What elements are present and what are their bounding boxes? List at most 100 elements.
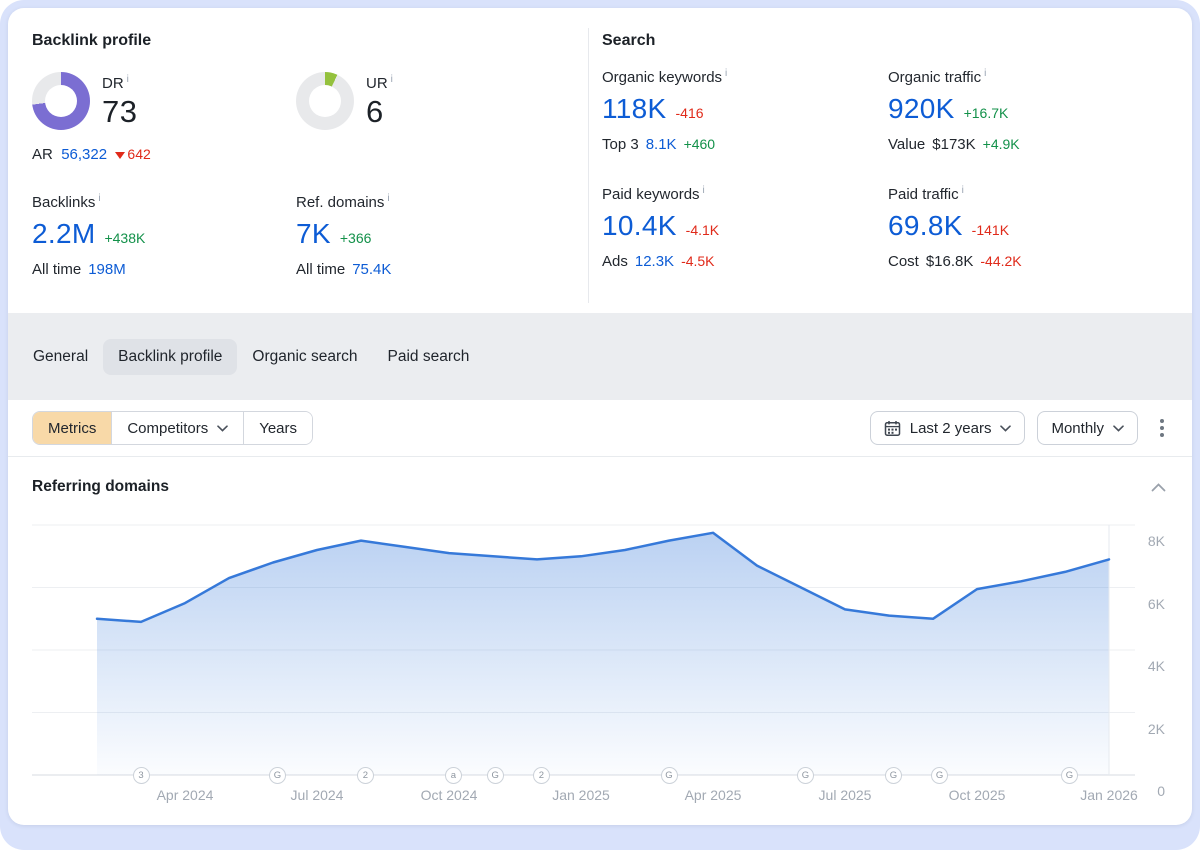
site-overview-card: Backlink profile DR i 73 AR <box>8 8 1192 825</box>
x-axis-tick-label: Jan 2026 <box>1080 787 1138 803</box>
cost-amount: $16.8K <box>925 253 974 270</box>
chevron-down-icon <box>1000 424 1012 432</box>
ur-value: 6 <box>366 94 384 129</box>
timeline-event-marker[interactable]: G <box>884 767 902 784</box>
ads-value[interactable]: 12.3K <box>634 253 675 270</box>
value-delta: +4.9K <box>982 136 1020 152</box>
paid-traffic-stat: Paid traffic i 69.8K -141K Cost $16.8K -4… <box>888 185 1022 270</box>
timeline-event-marker[interactable]: a <box>444 767 462 784</box>
info-icon[interactable]: i <box>126 74 129 85</box>
info-icon[interactable]: i <box>984 68 987 79</box>
referring-domains-section: Referring domains 8K 6K 4K 2K 0 Apr 2024 Jul 2… <box>8 457 1192 825</box>
competitors-segment[interactable]: Competitors <box>111 412 244 444</box>
backlink-profile-title: Backlink profile <box>32 32 152 49</box>
x-axis-tick-label: Jul 2024 <box>290 787 344 803</box>
timeline-event-marker[interactable]: G <box>660 767 678 784</box>
ar-value[interactable]: 56,322 <box>61 146 108 163</box>
paid-keywords-value[interactable]: 10.4K <box>602 210 677 241</box>
organic-keywords-value[interactable]: 118K <box>602 93 667 124</box>
dr-value: 73 <box>102 94 138 129</box>
timeline-event-marker[interactable]: G <box>796 767 814 784</box>
triangle-down-icon <box>115 152 126 159</box>
referring-domains-chart[interactable]: 8K 6K 4K 2K 0 Apr 2024 Jul 2024 Oct 2024 Jan 202… <box>8 457 1192 825</box>
value-amount: $173K <box>932 136 976 153</box>
ads-label: Ads <box>602 253 628 270</box>
info-icon[interactable]: i <box>725 68 728 79</box>
value-label: Value <box>888 136 926 153</box>
info-icon[interactable]: i <box>390 74 393 85</box>
cost-label: Cost <box>888 253 919 270</box>
organic-traffic-delta: +16.7K <box>963 105 1009 121</box>
y-axis-tick-label: 2K <box>1147 720 1165 737</box>
years-segment[interactable]: Years <box>243 412 313 444</box>
calendar-icon <box>884 420 900 436</box>
timeline-event-marker[interactable]: G <box>1060 767 1078 784</box>
report-tabs: General Backlink profile Organic search … <box>8 313 1192 400</box>
paid-keywords-delta: -4.1K <box>685 222 720 238</box>
y-axis-tick-label: 8K <box>1147 533 1165 549</box>
info-icon[interactable]: i <box>387 193 390 204</box>
info-icon[interactable]: i <box>98 193 101 204</box>
tab-organic-search[interactable]: Organic search <box>252 347 358 365</box>
x-axis-tick-label: Jul 2025 <box>818 787 872 803</box>
top3-value[interactable]: 8.1K <box>645 136 677 153</box>
x-axis-tick-label: Jan 2025 <box>552 787 610 803</box>
backlinks-stat: Backlinks i 2.2M +438K All time 198M <box>32 193 296 278</box>
dr-block: DR i 73 AR 56,322 642 <box>32 72 296 163</box>
ref-domains-all-time-value[interactable]: 75.4K <box>352 261 392 278</box>
search-panel: Search Organic keywords i 118K -416 Top 3… <box>588 8 1192 313</box>
info-icon[interactable]: i <box>961 185 964 196</box>
view-segmented-control: Metrics Competitors Years <box>32 411 314 445</box>
tab-backlink-profile[interactable]: Backlink profile <box>103 338 238 375</box>
backlink-profile-panel: Backlink profile DR i 73 AR <box>8 8 588 313</box>
cost-delta: -44.2K <box>980 253 1022 269</box>
ar-label: AR <box>32 146 53 163</box>
stats-section: Backlink profile DR i 73 AR <box>8 8 1192 313</box>
ref-domains-label: Ref. domains i <box>296 193 390 211</box>
timeline-event-marker[interactable]: 2 <box>356 767 374 784</box>
timeline-event-marker[interactable]: G <box>268 767 286 784</box>
x-axis-tick-label: Apr 2024 <box>156 787 214 803</box>
metrics-segment[interactable]: Metrics <box>33 412 112 444</box>
timeline-event-marker[interactable]: 3 <box>132 767 150 784</box>
tab-paid-search[interactable]: Paid search <box>387 347 470 365</box>
search-title: Search <box>602 32 656 49</box>
ref-domains-delta: +366 <box>339 230 372 246</box>
info-icon[interactable]: i <box>702 185 705 196</box>
date-range-button[interactable]: Last 2 years <box>869 411 1026 445</box>
organic-traffic-value[interactable]: 920K <box>888 93 955 124</box>
ur-donut-chart <box>296 72 354 130</box>
all-time-label: All time <box>296 261 346 278</box>
paid-traffic-value[interactable]: 69.8K <box>888 210 963 241</box>
collapse-chevron-up-icon[interactable] <box>1151 482 1166 492</box>
chart-controls-row: Metrics Competitors Years Last 2 years M… <box>8 400 1192 457</box>
tab-general[interactable]: General <box>33 347 89 365</box>
timeline-event-marker[interactable]: G <box>931 767 949 784</box>
x-axis-tick-label: Oct 2025 <box>948 787 1006 803</box>
organic-keywords-delta: -416 <box>675 105 704 121</box>
backlinks-value[interactable]: 2.2M <box>32 218 96 249</box>
more-options-kebab-menu[interactable] <box>1154 413 1170 443</box>
ads-delta: -4.5K <box>681 253 715 269</box>
all-time-label: All time <box>32 261 82 278</box>
chart-title: Referring domains <box>32 478 169 495</box>
x-axis-tick-label: Apr 2025 <box>684 787 742 803</box>
backlinks-label: Backlinks i <box>32 193 101 211</box>
ref-domains-value[interactable]: 7K <box>296 218 331 249</box>
ar-row: AR 56,322 642 <box>32 146 296 163</box>
section-divider <box>588 28 589 303</box>
backlinks-all-time-value[interactable]: 198M <box>88 261 126 278</box>
ar-delta: 642 <box>127 146 151 162</box>
granularity-button[interactable]: Monthly <box>1037 411 1138 445</box>
timeline-event-marker[interactable]: 2 <box>532 767 550 784</box>
ref-domains-stat: Ref. domains i 7K +366 All time 75.4K <box>296 193 588 278</box>
organic-traffic-stat: Organic traffic i 920K +16.7K Value $173K… <box>888 68 1020 153</box>
paid-traffic-delta: -141K <box>971 222 1010 238</box>
x-axis-tick-label: Oct 2024 <box>420 787 478 803</box>
backlinks-delta: +438K <box>104 230 146 246</box>
chevron-down-icon <box>217 424 229 432</box>
paid-keywords-stat: Paid keywords i 10.4K -4.1K Ads 12.3K -4.… <box>602 185 720 270</box>
y-axis-tick-label: 4K <box>1147 658 1165 674</box>
timeline-event-marker[interactable]: G <box>486 767 504 784</box>
